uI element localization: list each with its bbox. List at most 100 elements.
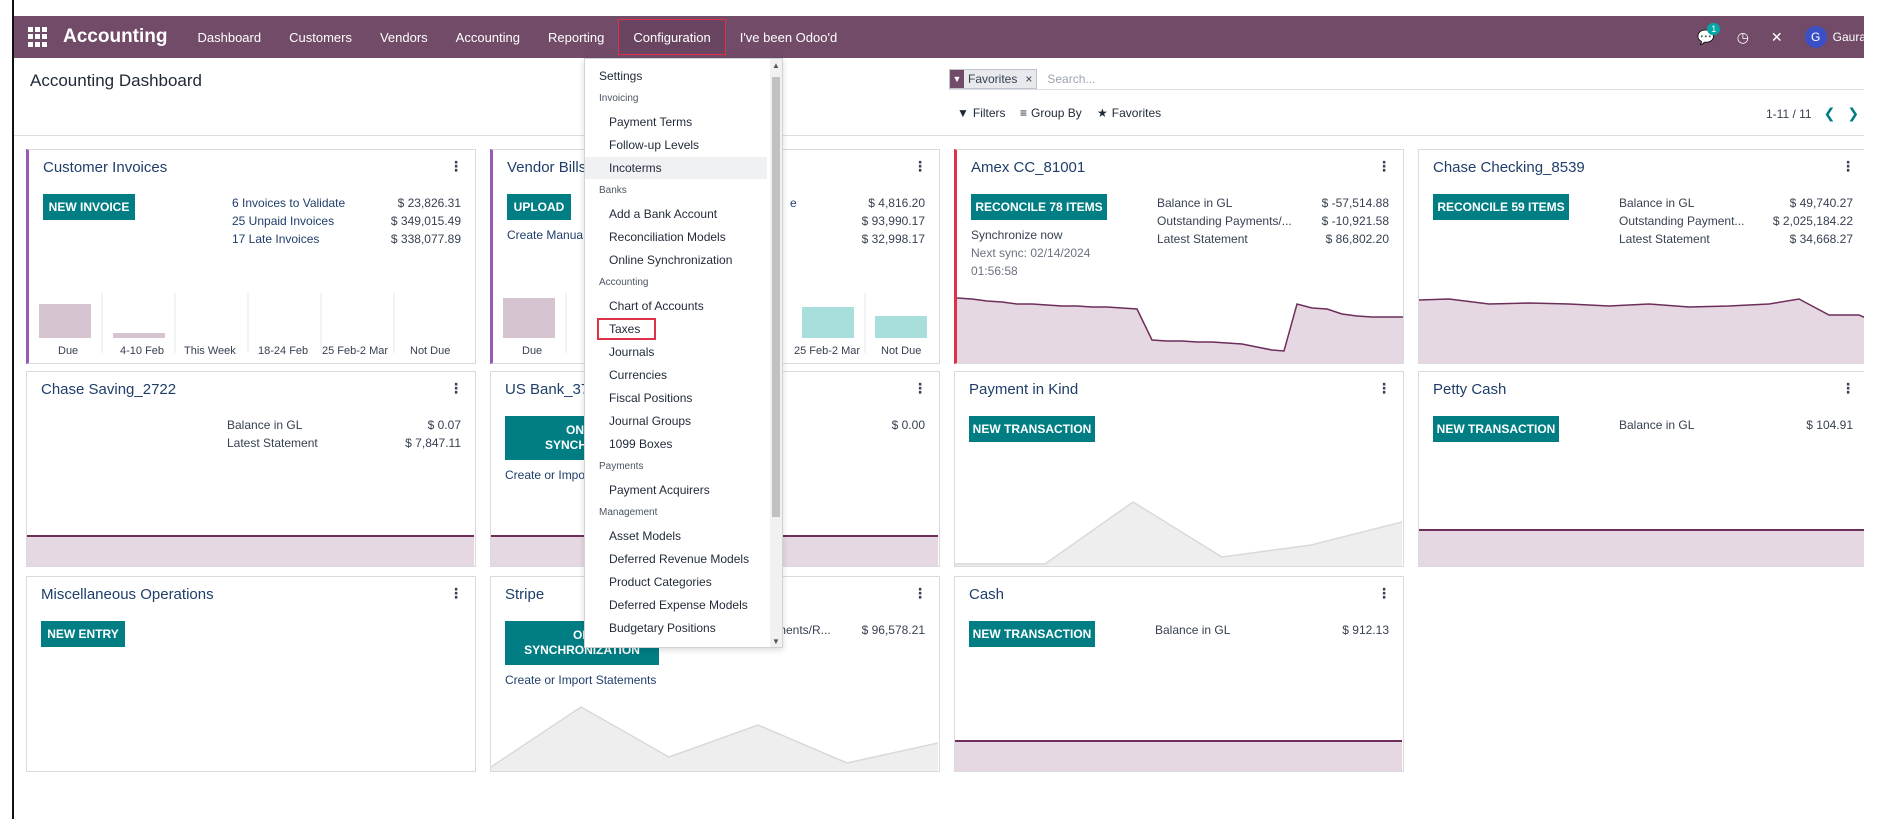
menu-budgetary-positions[interactable]: Budgetary Positions [609, 621, 716, 635]
vendor-amount-2: $ 93,990.17 [861, 214, 925, 228]
pager-value[interactable]: 1-11 / 11 [1766, 106, 1812, 121]
nav-customers[interactable]: Customers [289, 29, 352, 45]
scroll-down-icon[interactable]: ▼ [772, 637, 780, 646]
facet-remove-icon[interactable]: × [1025, 71, 1033, 86]
nav-dashboard[interactable]: Dashboard [197, 29, 262, 45]
card-title[interactable]: Customer Invoices [43, 159, 168, 176]
kebab-icon[interactable]: ⋮ [449, 585, 463, 601]
card-title[interactable]: Payment in Kind [969, 381, 1079, 398]
kebab-icon[interactable]: ⋮ [1377, 380, 1391, 396]
menu-chart-of-accounts[interactable]: Chart of Accounts [609, 299, 704, 313]
kebab-icon[interactable]: ⋮ [449, 158, 463, 174]
upload-button[interactable]: UPLOAD [507, 194, 571, 220]
vendor-row-fragment[interactable]: e [790, 196, 797, 210]
nav-reporting[interactable]: Reporting [548, 29, 605, 45]
menu-currencies[interactable]: Currencies [609, 368, 668, 382]
unpaid-invoices-link[interactable]: 25 Unpaid Invoices [232, 214, 335, 228]
chase-saving-line-graph[interactable] [27, 532, 474, 567]
apps-menu-icon[interactable] [28, 27, 48, 47]
chevron-right-icon[interactable]: ❯ [1847, 105, 1860, 121]
vendor-amount-1: $ 4,816.20 [868, 196, 925, 210]
late-invoices-link[interactable]: 17 Late Invoices [232, 232, 320, 246]
create-manually-link[interactable]: Create Manua [507, 228, 584, 242]
menu-asset-models[interactable]: Asset Models [609, 529, 682, 543]
menu-reconciliation-models[interactable]: Reconciliation Models [609, 230, 726, 244]
menu-taxes[interactable]: Taxes [585, 318, 767, 340]
vendor-bar-chart[interactable] [493, 293, 940, 364]
create-import-statements-link[interactable]: Create or Impo [505, 468, 586, 482]
menu-deferred-revenue-models[interactable]: Deferred Revenue Models [609, 552, 750, 566]
menu-add-bank-account[interactable]: Add a Bank Account [609, 207, 718, 221]
close-icon[interactable]: ✕ [1770, 28, 1783, 45]
app-name[interactable]: Accounting [63, 26, 168, 47]
nav-accounting[interactable]: Accounting [455, 29, 520, 45]
card-title[interactable]: Chase Saving_2722 [41, 381, 177, 398]
menu-fiscal-positions[interactable]: Fiscal Positions [609, 391, 693, 405]
kebab-icon[interactable]: ⋮ [913, 380, 927, 396]
groupby-button[interactable]: ≡ Group By [1020, 106, 1082, 120]
button-line-1: ON [566, 423, 584, 437]
clock-icon[interactable]: ◷ [1736, 28, 1749, 45]
kebab-icon[interactable]: ⋮ [1841, 158, 1855, 174]
menu-journal-groups[interactable]: Journal Groups [609, 414, 692, 428]
card-title[interactable]: Cash [969, 586, 1005, 603]
kebab-icon[interactable]: ⋮ [1377, 158, 1391, 174]
chevron-left-icon[interactable]: ❮ [1823, 105, 1836, 121]
favorites-button[interactable]: ★ Favorites [1097, 106, 1161, 120]
card-title[interactable]: Chase Checking_8539 [1433, 159, 1585, 176]
search-bar[interactable]: ▼ Favorites × Search... [949, 68, 1864, 90]
chase-checking-line-graph[interactable] [1419, 290, 1864, 364]
search-facet[interactable]: ▼ Favorites × [949, 68, 1038, 89]
menu-payment-acquirers[interactable]: Payment Acquirers [609, 483, 710, 497]
reconcile-button[interactable]: RECONCILE 78 ITEMS [971, 194, 1107, 220]
new-transaction-button[interactable]: NEW TRANSACTION [1433, 416, 1559, 442]
card-title[interactable]: US Bank_37 [505, 381, 590, 398]
card-title[interactable]: Amex CC_81001 [971, 159, 1086, 176]
kebab-icon[interactable]: ⋮ [1377, 585, 1391, 601]
menu-scrollbar[interactable]: ▲ ▼ [770, 59, 782, 647]
kebab-icon[interactable]: ⋮ [1841, 380, 1855, 396]
filters-button[interactable]: ▼ Filters [957, 106, 1006, 120]
card-title[interactable]: Miscellaneous Operations [41, 586, 214, 603]
menu-1099-boxes[interactable]: 1099 Boxes [609, 437, 673, 451]
scroll-up-icon[interactable]: ▲ [772, 61, 780, 70]
menu-journals[interactable]: Journals [609, 345, 655, 359]
synchronize-now-link[interactable]: Synchronize now [971, 228, 1063, 242]
stripe-line-graph[interactable] [491, 697, 938, 772]
card-title[interactable]: Petty Cash [1433, 381, 1507, 398]
invoice-bar-chart[interactable] [29, 293, 476, 364]
create-import-statements-link[interactable]: Create or Import Statements [505, 673, 657, 687]
user-menu[interactable]: G Gaura [1804, 26, 1864, 48]
menu-deferred-expense-models[interactable]: Deferred Expense Models [609, 598, 748, 612]
menu-product-categories[interactable]: Product Categories [609, 575, 712, 589]
menu-header-management: Management [599, 507, 658, 518]
menu-online-synchronization[interactable]: Online Synchronization [609, 253, 733, 267]
amex-line-graph[interactable] [957, 290, 1404, 364]
cash-line-graph[interactable] [955, 737, 1402, 772]
search-input[interactable]: Search... [1047, 71, 1096, 86]
petty-cash-line-graph[interactable] [1419, 527, 1864, 567]
bar-label-due: Due [58, 345, 79, 357]
nav-vendors[interactable]: Vendors [379, 29, 428, 45]
menu-incoterms[interactable]: Incoterms [585, 157, 767, 179]
reconcile-button[interactable]: RECONCILE 59 ITEMS [1433, 194, 1569, 220]
menu-payment-terms[interactable]: Payment Terms [609, 115, 693, 129]
kebab-icon[interactable]: ⋮ [449, 380, 463, 396]
chat-icon[interactable]: 💬 1 [1697, 22, 1721, 46]
card-title[interactable]: Stripe [505, 586, 545, 603]
new-transaction-button[interactable]: NEW TRANSACTION [969, 621, 1095, 647]
new-invoice-button[interactable]: NEW INVOICE [43, 194, 135, 220]
menu-header-payments: Payments [599, 461, 644, 472]
kebab-icon[interactable]: ⋮ [913, 585, 927, 601]
new-entry-button[interactable]: NEW ENTRY [41, 621, 125, 647]
scrollbar-thumb[interactable] [772, 77, 780, 517]
menu-follow-up-levels[interactable]: Follow-up Levels [609, 138, 700, 152]
payment-in-kind-line-graph[interactable] [955, 492, 1402, 567]
nav-configuration[interactable]: Configuration [618, 19, 726, 55]
invoices-to-validate-link[interactable]: 6 Invoices to Validate [232, 196, 346, 210]
menu-settings[interactable]: Settings [599, 69, 643, 83]
card-title[interactable]: Vendor Bills [507, 159, 587, 176]
nav-ive-been-odood[interactable]: I've been Odoo'd [739, 29, 838, 45]
kebab-icon[interactable]: ⋮ [913, 158, 927, 174]
new-transaction-button[interactable]: NEW TRANSACTION [969, 416, 1095, 442]
